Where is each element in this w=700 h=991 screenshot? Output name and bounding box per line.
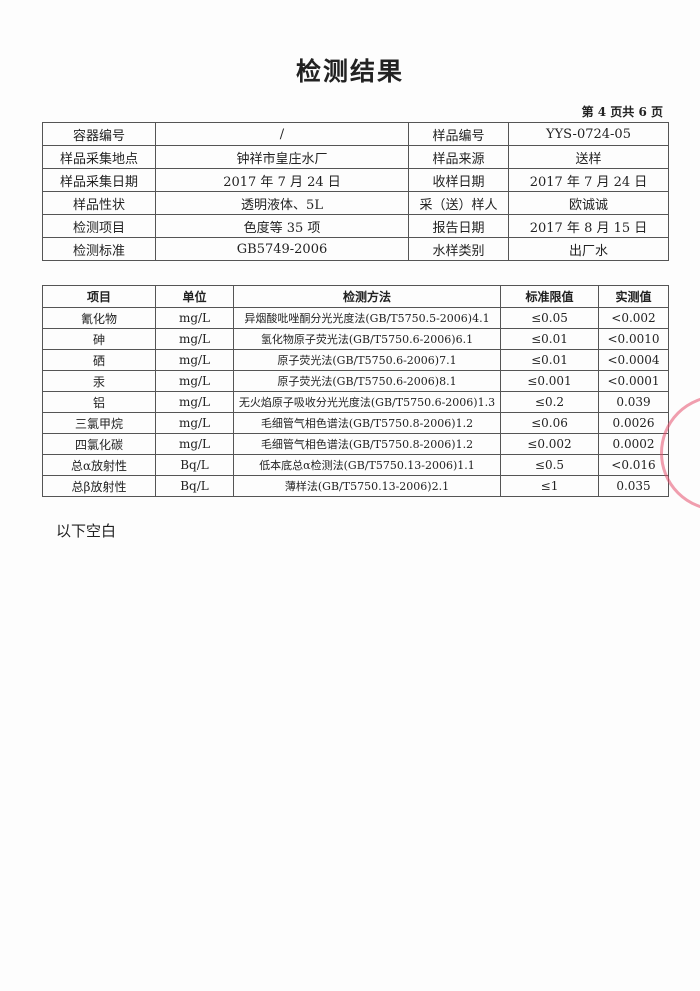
- column-header: 单位: [155, 285, 234, 308]
- item-name: 铝: [42, 391, 156, 413]
- method: 薄样法(GB/T5750.13-2006)2.1: [233, 475, 501, 497]
- info-label: 采（送）样人: [408, 191, 509, 215]
- info-value: 2017 年 7 月 24 日: [508, 168, 669, 192]
- table-row: 三氯甲烷 mg/L 毛细管气相色谱法(GB/T5750.8-2006)1.2 ≤0.0…: [42, 412, 669, 434]
- measured-value: 0.035: [598, 475, 669, 497]
- limit: ≤0.5: [500, 454, 599, 476]
- measured-value: 0.0002: [598, 433, 669, 455]
- unit: mg/L: [155, 391, 234, 413]
- table-row: 铝 mg/L 无火焰原子吸收分光光度法(GB/T5750.6-2006)1.3 ≤0.…: [42, 391, 669, 413]
- info-value: 2017 年 8 月 15 日: [508, 214, 669, 238]
- info-label: 检测标准: [42, 237, 156, 261]
- info-label: 水样类别: [408, 237, 509, 261]
- table-row: 总α放射性 Bq/L 低本底总α检测法(GB/T5750.13-2006)1.1 ≤0…: [42, 454, 669, 476]
- limit: ≤0.002: [500, 433, 599, 455]
- unit: Bq/L: [155, 454, 234, 476]
- info-value: YYS-0724-05: [508, 122, 669, 146]
- info-label: 检测项目: [42, 214, 156, 238]
- info-value: 2017 年 7 月 24 日: [155, 168, 409, 192]
- info-row: 样品采集地点 钟祥市皇庄水厂 样品来源 送样: [42, 145, 669, 169]
- unit: mg/L: [155, 370, 234, 392]
- unit: mg/L: [155, 433, 234, 455]
- blank-below-note: 以下空白: [56, 522, 117, 540]
- info-label: 容器编号: [42, 122, 156, 146]
- table-row: 四氯化碳 mg/L 毛细管气相色谱法(GB/T5750.8-2006)1.2 ≤0.0…: [42, 433, 669, 455]
- unit: mg/L: [155, 328, 234, 350]
- item-name: 三氯甲烷: [42, 412, 156, 434]
- info-label: 样品性状: [42, 191, 156, 215]
- table-row: 总β放射性 Bq/L 薄样法(GB/T5750.13-2006)2.1 ≤1 0.035: [42, 475, 669, 497]
- column-header: 检测方法: [233, 285, 501, 308]
- info-label: 样品采集地点: [42, 145, 156, 169]
- info-row: 容器编号 / 样品编号 YYS-0724-05: [42, 122, 669, 146]
- measured-value: <0.016: [598, 454, 669, 476]
- info-label: 样品编号: [408, 122, 509, 146]
- method: 原子荧光法(GB/T5750.6-2006)7.1: [233, 349, 501, 371]
- limit: ≤0.01: [500, 349, 599, 371]
- measured-value: 0.0026: [598, 412, 669, 434]
- method: 毛细管气相色谱法(GB/T5750.8-2006)1.2: [233, 433, 501, 455]
- table-row: 砷 mg/L 氢化物原子荧光法(GB/T5750.6-2006)6.1 ≤0.01 <0…: [42, 328, 669, 350]
- item-name: 四氯化碳: [42, 433, 156, 455]
- info-value: 欧诚诚: [508, 191, 669, 215]
- method: 无火焰原子吸收分光光度法(GB/T5750.6-2006)1.3: [233, 391, 501, 413]
- column-header: 标准限值: [500, 285, 599, 308]
- sample-info-table: 容器编号 / 样品编号 YYS-0724-05 样品采集地点 钟祥市皇庄水厂 样品来源 送样样…: [42, 122, 669, 261]
- info-value: 送样: [508, 145, 669, 169]
- item-name: 氰化物: [42, 307, 156, 329]
- table-row: 硒 mg/L 原子荧光法(GB/T5750.6-2006)7.1 ≤0.01 <0.00…: [42, 349, 669, 371]
- method: 毛细管气相色谱法(GB/T5750.8-2006)1.2: [233, 412, 501, 434]
- measured-value: <0.002: [598, 307, 669, 329]
- method: 异烟酸吡唑酮分光光度法(GB/T5750.5-2006)4.1: [233, 307, 501, 329]
- item-name: 砷: [42, 328, 156, 350]
- info-value: 透明液体、5L: [155, 191, 409, 215]
- table-row: 氰化物 mg/L 异烟酸吡唑酮分光光度法(GB/T5750.5-2006)4.1 ≤0…: [42, 307, 669, 329]
- limit: ≤0.06: [500, 412, 599, 434]
- limit: ≤0.2: [500, 391, 599, 413]
- item-name: 总α放射性: [42, 454, 156, 476]
- table-row: 汞 mg/L 原子荧光法(GB/T5750.6-2006)8.1 ≤0.001 <0.0…: [42, 370, 669, 392]
- item-name: 硒: [42, 349, 156, 371]
- item-name: 汞: [42, 370, 156, 392]
- limit: ≤1: [500, 475, 599, 497]
- info-value: 色度等 35 项: [155, 214, 409, 238]
- measured-value: 0.039: [598, 391, 669, 413]
- measured-value: <0.0004: [598, 349, 669, 371]
- info-label: 报告日期: [408, 214, 509, 238]
- info-value: 出厂水: [508, 237, 669, 261]
- limit: ≤0.001: [500, 370, 599, 392]
- results-table: 项目 单位 检测方法 标准限值 实测值 氰化物 mg/L 异烟酸吡唑酮分光光度法(GB/T5…: [42, 285, 669, 497]
- method: 低本底总α检测法(GB/T5750.13-2006)1.1: [233, 454, 501, 476]
- info-label: 样品采集日期: [42, 168, 156, 192]
- measured-value: <0.0010: [598, 328, 669, 350]
- item-name: 总β放射性: [42, 475, 156, 497]
- info-row: 样品采集日期 2017 年 7 月 24 日收样日期 2017 年 7 月 24 日: [42, 168, 669, 192]
- page-number: 第 4 页共 6 页: [581, 105, 663, 119]
- unit: Bq/L: [155, 475, 234, 497]
- info-value: /: [155, 122, 409, 146]
- info-value: 钟祥市皇庄水厂: [155, 145, 409, 169]
- unit: mg/L: [155, 307, 234, 329]
- column-header: 项目: [42, 285, 156, 308]
- info-row: 检测项目 色度等 35 项报告日期 2017 年 8 月 15 日: [42, 214, 669, 238]
- info-label: 收样日期: [408, 168, 509, 192]
- info-value: GB5749-2006: [155, 237, 409, 261]
- unit: mg/L: [155, 349, 234, 371]
- method: 原子荧光法(GB/T5750.6-2006)8.1: [233, 370, 501, 392]
- page-title: 检测结果: [295, 57, 404, 86]
- limit: ≤0.05: [500, 307, 599, 329]
- unit: mg/L: [155, 412, 234, 434]
- column-header: 实测值: [598, 285, 669, 308]
- measured-value: <0.0001: [598, 370, 669, 392]
- limit: ≤0.01: [500, 328, 599, 350]
- info-row: 检测标准 GB5749-2006 水样类别 出厂水: [42, 237, 669, 261]
- info-row: 样品性状 透明液体、5L 采（送）样人 欧诚诚: [42, 191, 669, 215]
- method: 氢化物原子荧光法(GB/T5750.6-2006)6.1: [233, 328, 501, 350]
- info-label: 样品来源: [408, 145, 509, 169]
